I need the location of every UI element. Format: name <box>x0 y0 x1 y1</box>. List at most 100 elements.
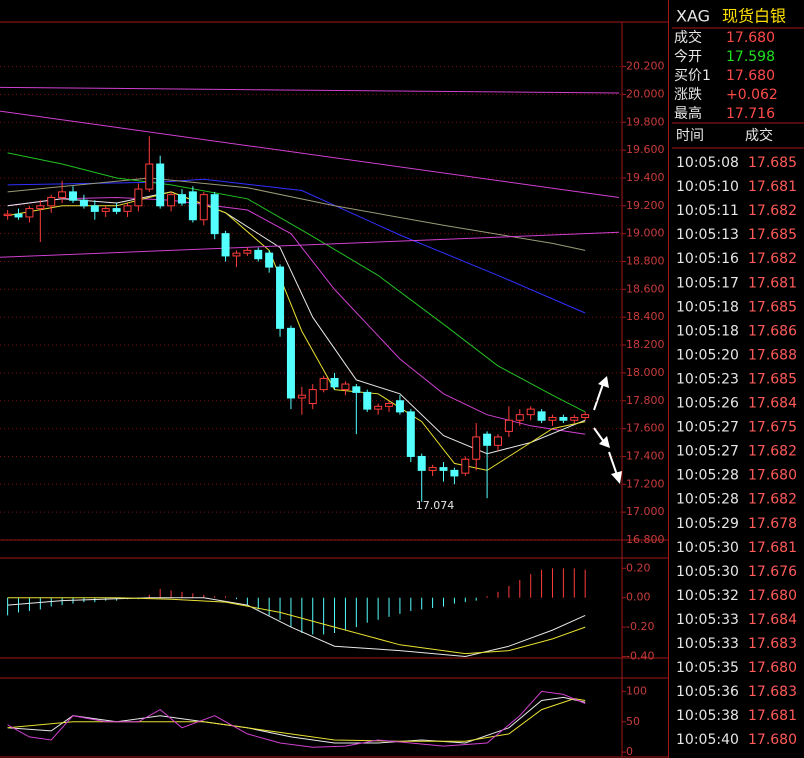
trade-time: 10:05:30 <box>676 540 739 556</box>
quote-value: 17.680 <box>726 30 775 46</box>
trade-time: 10:05:35 <box>676 660 739 676</box>
candle-body <box>330 377 339 388</box>
trade-price: 17.681 <box>748 275 797 291</box>
y-tick-label: 19.200 <box>626 199 665 212</box>
candle-body <box>483 433 492 446</box>
candle-body <box>232 252 241 257</box>
trade-time: 10:05:13 <box>676 227 739 243</box>
candle-body <box>101 208 110 212</box>
trade-time: 10:05:26 <box>676 396 739 412</box>
trade-price: 17.681 <box>748 540 797 556</box>
candle-body <box>145 163 154 190</box>
candle-body <box>276 266 285 329</box>
y-tick-label: 19.600 <box>626 143 665 156</box>
candle-body <box>58 191 67 198</box>
candle-body <box>472 436 481 460</box>
indicator-line <box>7 196 586 435</box>
y-tick-label: 18.400 <box>626 310 665 323</box>
candle-body <box>559 416 568 421</box>
candle-body <box>3 213 12 217</box>
y-tick-label: 18.800 <box>626 255 665 268</box>
y-tick-label: 18.000 <box>626 366 665 379</box>
y-tick-label: 19.400 <box>626 171 665 184</box>
candle-body <box>199 194 208 221</box>
trade-price: 17.680 <box>748 468 797 484</box>
trade-price: 17.675 <box>748 420 797 436</box>
indicator-line <box>7 177 586 251</box>
candle-body <box>428 467 437 471</box>
candle-body <box>167 194 176 207</box>
candle-body <box>374 405 383 410</box>
trade-price: 17.676 <box>748 564 797 580</box>
y-tick-label: 100 <box>626 684 647 697</box>
trade-price: 17.685 <box>748 299 797 315</box>
trade-price: 17.681 <box>748 708 797 724</box>
trade-price: 17.682 <box>748 251 797 267</box>
y-tick-label: 19.000 <box>626 227 665 240</box>
candle-body <box>581 414 590 418</box>
candle-body <box>417 455 426 471</box>
trade-price: 17.683 <box>748 636 797 652</box>
y-tick-label: 0.00 <box>626 591 651 604</box>
indicator-line <box>7 178 586 314</box>
quote-label: 涨跌 <box>674 87 702 103</box>
candle-body <box>406 411 415 457</box>
candle-body <box>79 199 88 207</box>
trade-time: 10:05:18 <box>676 323 739 339</box>
candle-body <box>537 411 546 421</box>
candle-body <box>515 414 524 421</box>
trade-price: 17.684 <box>748 396 797 412</box>
y-tick-label: 50 <box>626 715 640 728</box>
candle-body <box>243 249 252 254</box>
instrument-name: 现货白银 <box>722 7 786 26</box>
trade-time: 10:05:08 <box>676 155 739 171</box>
trade-time: 10:05:32 <box>676 588 739 604</box>
trade-time: 10:05:36 <box>676 684 739 700</box>
candle-body <box>450 469 459 477</box>
candle-body <box>570 416 579 421</box>
trade-price: 17.678 <box>748 516 797 532</box>
trade-time: 10:05:11 <box>676 203 739 219</box>
candle-body <box>36 205 45 210</box>
quote-label: 买价1 <box>674 68 711 84</box>
panel-candlestick: 16.800 17.000 17.200 17.400 17.600 17.800 18.0… <box>0 60 665 546</box>
trade-price: 17.686 <box>748 323 797 339</box>
symbol: XAG <box>676 7 710 26</box>
candle-body <box>493 436 502 446</box>
trade-time: 10:05:29 <box>676 516 739 532</box>
trade-time: 10:05:38 <box>676 708 739 724</box>
y-tick-label: 17.400 <box>626 449 665 462</box>
trade-price: 17.685 <box>748 227 797 243</box>
candle-body <box>461 458 470 474</box>
candle-body <box>25 208 34 218</box>
candle-body <box>395 400 404 413</box>
trade-time: 10:05:28 <box>676 468 739 484</box>
candle-body <box>156 163 165 207</box>
signal-arrows <box>593 376 622 484</box>
trade-time: 10:05:40 <box>676 732 739 748</box>
trade-time: 10:05:16 <box>676 251 739 267</box>
candle-body <box>308 389 317 405</box>
candle-body <box>210 194 219 235</box>
indicator-line <box>7 696 586 744</box>
candle-body <box>47 196 56 207</box>
trade-time: 10:05:33 <box>676 612 739 628</box>
trade-price: 17.680 <box>748 588 797 604</box>
trade-price: 17.682 <box>748 492 797 508</box>
y-tick-label: 17.200 <box>626 477 665 490</box>
trade-time: 10:05:23 <box>676 371 739 387</box>
candle-body <box>134 188 143 207</box>
panel-kdj: 0 50 100 <box>7 684 647 758</box>
candle-body <box>319 377 328 391</box>
trade-time: 10:05:20 <box>676 347 739 363</box>
annotation: 17.074 <box>416 499 455 512</box>
trade-price: 17.681 <box>748 179 797 195</box>
y-tick-label: 17.600 <box>626 422 665 435</box>
trade-price: 17.680 <box>748 660 797 676</box>
trade-time: 10:05:30 <box>676 564 739 580</box>
quote-label: 今开 <box>674 49 702 65</box>
indicator-line <box>7 597 586 658</box>
candle-body <box>286 327 295 399</box>
